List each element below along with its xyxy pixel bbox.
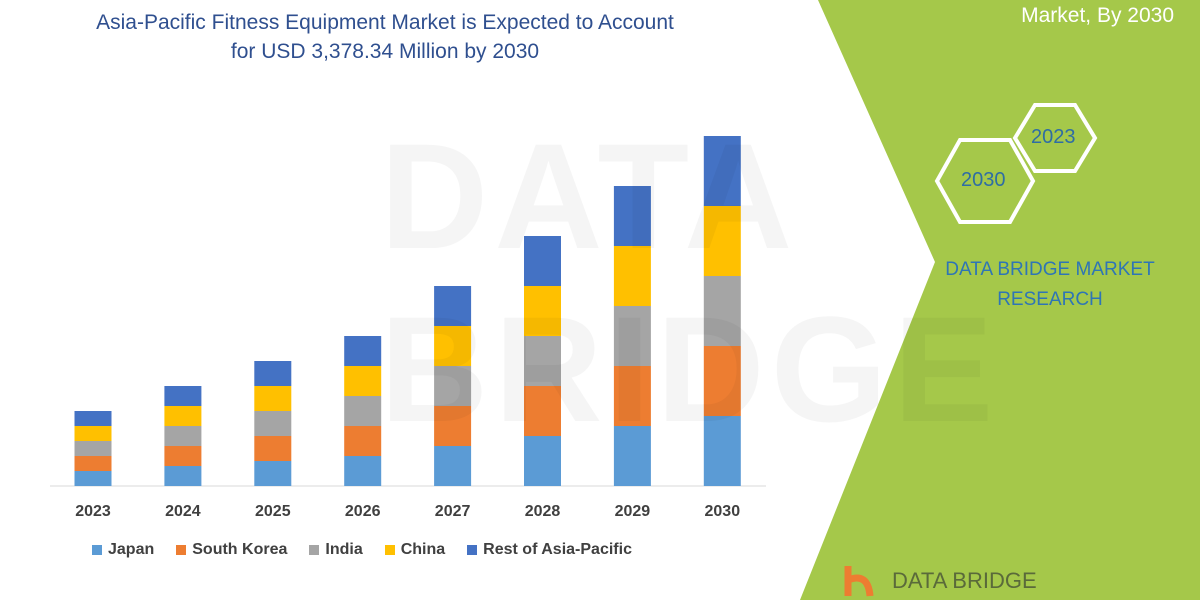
bar-2024-south-korea [164, 446, 202, 466]
bar-2025-rest-of-asia-pacific [254, 361, 292, 386]
bar-2030-india [703, 276, 741, 346]
bar-2024-india [164, 426, 202, 446]
x-tick-label: 2029 [614, 503, 651, 520]
bar-2024-china [164, 406, 202, 426]
x-tick-label: 2030 [704, 503, 741, 520]
bar-2028-japan [524, 436, 561, 486]
bar-2024-rest-of-asia-pacific [164, 386, 202, 406]
brand-text: DATA BRIDGE MARKET RESEARCH [930, 255, 1170, 315]
bar-2028-india [524, 336, 561, 386]
bar-2023-india [74, 441, 112, 456]
bar-2025-japan [254, 461, 292, 486]
bar-2027-japan [434, 446, 472, 486]
bar-2030-south-korea [703, 346, 741, 416]
bar-2027-india [434, 366, 472, 406]
side-panel-title: Market, By 2030 [1021, 4, 1174, 27]
legend-label: Japan [108, 541, 155, 558]
x-tick-label: 2027 [434, 503, 471, 520]
legend-item: South Korea [176, 541, 287, 559]
legend-swatch [92, 545, 102, 555]
x-tick-label: 2024 [165, 503, 201, 520]
bar-2026-china [344, 366, 382, 396]
bar-2023-south-korea [74, 456, 112, 471]
chart-title-line2: for USD 3,378.34 Million by 2030 [230, 40, 540, 63]
bar-2026-japan [344, 456, 382, 486]
bar-2023-japan [74, 471, 112, 486]
legend-label: South Korea [192, 541, 288, 558]
bar-2025-india [254, 411, 292, 436]
green-side-panel [800, 0, 1200, 600]
legend-swatch [176, 545, 187, 555]
bar-2026-south-korea [344, 426, 382, 456]
hexagon-2023 [1012, 103, 1098, 173]
hex-label-2030: 2030 [961, 169, 1006, 191]
legend-swatch [309, 545, 320, 555]
bar-2025-china [254, 386, 292, 411]
hexagon-2030 [934, 138, 1036, 224]
bar-2030-china [703, 206, 741, 276]
bar-2030-japan [703, 416, 741, 486]
legend-item: Japan [92, 541, 154, 559]
x-tick-label: 2023 [75, 503, 111, 520]
chart-title: Asia-Pacific Fitness Equipment Market is… [40, 8, 730, 66]
bar-2029-south-korea [613, 366, 651, 426]
x-tick-label: 2026 [344, 503, 381, 520]
chart-title-line1: Asia-Pacific Fitness Equipment Market is… [96, 11, 674, 34]
x-tick-label: 2025 [255, 503, 291, 520]
bar-2027-south-korea [434, 406, 472, 446]
x-tick-label: 2028 [524, 503, 561, 520]
bar-2029-india [613, 306, 651, 366]
logo-text: DATA BRIDGE [892, 568, 1037, 593]
bar-2027-china [434, 326, 472, 366]
legend-swatch [384, 545, 395, 555]
bar-2025-south-korea [254, 436, 292, 461]
bars-group [74, 136, 741, 486]
legend-item: China [384, 541, 446, 559]
bar-2026-india [344, 396, 382, 426]
bar-2026-rest-of-asia-pacific [344, 336, 382, 366]
watermark: DATA BRIDGE [380, 110, 1200, 456]
bar-2024-japan [164, 466, 202, 486]
bar-2028-rest-of-asia-pacific [524, 236, 561, 286]
bar-2023-china [74, 426, 112, 441]
hex-label-2023: 2023 [1031, 126, 1076, 148]
logo-icon [844, 566, 874, 597]
legend: Japan South Korea India China Rest of Asia-P… [92, 541, 632, 559]
legend-swatch [467, 545, 478, 555]
bar-2029-china [613, 246, 651, 306]
bar-2029-japan [613, 426, 651, 486]
bar-2028-south-korea [524, 386, 561, 436]
bar-2028-china [524, 286, 561, 336]
bar-2023-rest-of-asia-pacific [74, 411, 112, 426]
bar-2029-rest-of-asia-pacific [613, 186, 651, 246]
brand-line1: DATA BRIDGE MARKET [945, 259, 1155, 280]
legend-label: China [400, 541, 446, 558]
bar-2027-rest-of-asia-pacific [434, 286, 472, 326]
legend-item: India [309, 541, 363, 559]
legend-label: India [325, 541, 363, 558]
legend-item: Rest of Asia-Pacific [467, 541, 632, 559]
bar-2030-rest-of-asia-pacific [703, 136, 741, 206]
brand-line2: RESEARCH [997, 289, 1103, 310]
legend-label: Rest of Asia-Pacific [483, 541, 632, 558]
